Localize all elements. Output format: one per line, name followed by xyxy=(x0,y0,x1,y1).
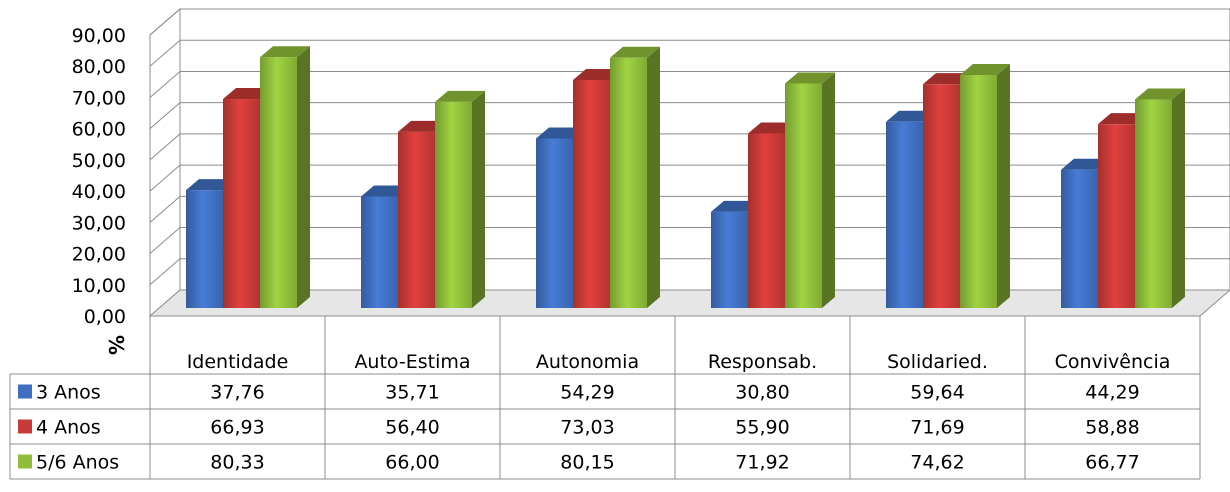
y-tick-label: 0,00 xyxy=(84,306,126,328)
y-tick-label: 10,00 xyxy=(72,275,126,297)
bar-side xyxy=(1172,88,1185,308)
y-tick-label: 30,00 xyxy=(72,212,126,234)
category-label: Responsab. xyxy=(708,351,817,373)
bars xyxy=(186,46,1185,309)
bar-front xyxy=(1135,99,1172,308)
bar xyxy=(435,90,485,308)
bar-front xyxy=(1061,169,1098,308)
gridline xyxy=(149,39,1230,67)
data-label: 59,64 xyxy=(910,382,964,404)
y-axis-title: % xyxy=(105,335,129,355)
category-label: Autonomia xyxy=(536,351,639,373)
data-label: 66,77 xyxy=(1085,452,1139,474)
bar-side xyxy=(647,46,660,309)
y-tick-label: 80,00 xyxy=(72,56,126,78)
data-label: 30,80 xyxy=(735,382,789,404)
bar-front xyxy=(886,121,923,308)
bar-front xyxy=(536,138,573,308)
bar-front xyxy=(361,196,398,308)
data-label: 66,00 xyxy=(385,452,439,474)
data-label: 71,69 xyxy=(910,417,964,439)
gridline xyxy=(149,195,1230,223)
y-tick-label: 20,00 xyxy=(72,244,126,266)
bar-front xyxy=(748,133,785,308)
bar xyxy=(1135,88,1185,308)
bar-front xyxy=(223,99,260,308)
gridlines xyxy=(149,8,1230,286)
data-label: 56,40 xyxy=(385,417,439,439)
y-tick-label: 60,00 xyxy=(72,119,126,141)
category-label: Auto-Estima xyxy=(354,351,470,373)
data-label: 54,29 xyxy=(560,382,614,404)
y-tick-label: 70,00 xyxy=(72,87,126,109)
data-label: 58,88 xyxy=(1085,417,1139,439)
bar-front xyxy=(923,84,960,308)
bar-top xyxy=(785,72,835,84)
bar-front xyxy=(960,75,997,308)
legend-swatch xyxy=(18,454,32,469)
data-label: 71,92 xyxy=(735,452,789,474)
data-label: 37,76 xyxy=(210,382,264,404)
bar-top xyxy=(435,90,485,102)
bar-top xyxy=(610,46,660,58)
bar-top xyxy=(260,46,310,58)
bar-front xyxy=(573,79,610,309)
category-label: Solidaried. xyxy=(887,351,988,373)
data-label: 73,03 xyxy=(560,417,614,439)
y-tick-label: 90,00 xyxy=(72,25,126,47)
bar xyxy=(960,64,1010,308)
category-label: Convivência xyxy=(1055,351,1171,373)
bar xyxy=(785,72,835,309)
data-label: 35,71 xyxy=(385,382,439,404)
bar-top xyxy=(1135,88,1185,100)
category-label: Identidade xyxy=(187,351,289,373)
gridline xyxy=(149,70,1230,98)
data-label: 80,15 xyxy=(560,452,614,474)
gridline xyxy=(149,133,1230,161)
bar xyxy=(610,46,660,309)
bar-front xyxy=(711,211,748,308)
data-label: 66,93 xyxy=(210,417,264,439)
bar xyxy=(260,46,310,308)
gridline xyxy=(149,8,1230,36)
gridline xyxy=(149,102,1230,130)
legend-label: 4 Anos xyxy=(36,417,101,439)
gridline xyxy=(149,258,1230,286)
bar-side xyxy=(297,46,310,308)
legend-label: 3 Anos xyxy=(36,382,101,404)
bar-front xyxy=(186,190,223,308)
bar-front xyxy=(260,57,297,308)
data-label: 55,90 xyxy=(735,417,789,439)
bar-front xyxy=(398,131,435,308)
legend-label: 5/6 Anos xyxy=(36,452,119,474)
bar-front xyxy=(610,57,647,308)
bar-top xyxy=(960,64,1010,76)
side-wall xyxy=(149,7,181,318)
gridline xyxy=(149,164,1230,192)
data-label: 44,29 xyxy=(1085,382,1139,404)
data-label: 80,33 xyxy=(210,452,264,474)
legend-swatch xyxy=(18,384,32,399)
y-tick-label: 40,00 xyxy=(72,181,126,203)
bar-side xyxy=(472,90,485,308)
bar-front xyxy=(785,83,822,309)
bar-front xyxy=(1098,124,1135,308)
data-label: 74,62 xyxy=(910,452,964,474)
data-table: Identidade Auto-Estima Autonomia Responsab.… xyxy=(9,316,1201,480)
gridline xyxy=(149,227,1230,254)
y-tick-label: 50,00 xyxy=(72,150,126,172)
bar-side xyxy=(822,72,835,309)
bar-side xyxy=(997,64,1010,308)
bar-front xyxy=(435,101,472,308)
legend-swatch xyxy=(18,419,32,434)
y-axis: 0,00 10,00 20,00 30,00 40,00 50,00 60,00 70,00 8… xyxy=(72,25,129,355)
